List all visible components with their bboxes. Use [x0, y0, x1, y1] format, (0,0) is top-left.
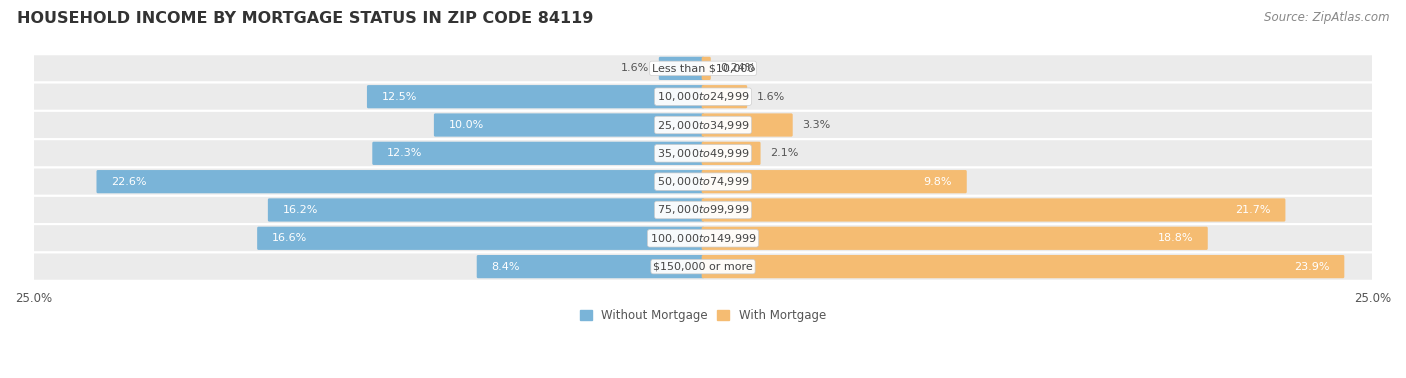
Text: 22.6%: 22.6%: [111, 177, 146, 187]
FancyBboxPatch shape: [702, 57, 711, 80]
Text: $100,000 to $149,999: $100,000 to $149,999: [650, 232, 756, 245]
Text: 1.6%: 1.6%: [756, 92, 785, 102]
Text: 21.7%: 21.7%: [1236, 205, 1271, 215]
FancyBboxPatch shape: [477, 255, 704, 278]
Text: 0.24%: 0.24%: [720, 64, 755, 73]
Text: 2.1%: 2.1%: [770, 148, 799, 158]
Text: $50,000 to $74,999: $50,000 to $74,999: [657, 175, 749, 188]
Legend: Without Mortgage, With Mortgage: Without Mortgage, With Mortgage: [575, 304, 831, 327]
FancyBboxPatch shape: [702, 113, 793, 136]
FancyBboxPatch shape: [269, 198, 704, 222]
FancyBboxPatch shape: [702, 142, 761, 165]
Text: 10.0%: 10.0%: [449, 120, 484, 130]
Text: Less than $10,000: Less than $10,000: [652, 64, 754, 73]
FancyBboxPatch shape: [702, 198, 1285, 222]
Text: $35,000 to $49,999: $35,000 to $49,999: [657, 147, 749, 160]
FancyBboxPatch shape: [97, 170, 704, 193]
FancyBboxPatch shape: [367, 85, 704, 108]
Text: 3.3%: 3.3%: [801, 120, 831, 130]
FancyBboxPatch shape: [659, 57, 704, 80]
Text: 23.9%: 23.9%: [1294, 262, 1330, 272]
FancyBboxPatch shape: [31, 167, 1375, 196]
FancyBboxPatch shape: [31, 196, 1375, 224]
FancyBboxPatch shape: [31, 253, 1375, 281]
FancyBboxPatch shape: [31, 54, 1375, 82]
FancyBboxPatch shape: [702, 227, 1208, 250]
Text: 12.5%: 12.5%: [381, 92, 418, 102]
Text: 9.8%: 9.8%: [924, 177, 952, 187]
Text: 16.2%: 16.2%: [283, 205, 318, 215]
Text: $75,000 to $99,999: $75,000 to $99,999: [657, 203, 749, 217]
Text: 18.8%: 18.8%: [1157, 233, 1194, 243]
FancyBboxPatch shape: [702, 170, 967, 193]
Text: $150,000 or more: $150,000 or more: [654, 262, 752, 272]
Text: Source: ZipAtlas.com: Source: ZipAtlas.com: [1264, 11, 1389, 24]
FancyBboxPatch shape: [257, 227, 704, 250]
FancyBboxPatch shape: [434, 113, 704, 136]
Text: 1.6%: 1.6%: [621, 64, 650, 73]
FancyBboxPatch shape: [702, 255, 1344, 278]
FancyBboxPatch shape: [31, 224, 1375, 253]
Text: $10,000 to $24,999: $10,000 to $24,999: [657, 90, 749, 103]
Text: 12.3%: 12.3%: [387, 148, 422, 158]
Text: 8.4%: 8.4%: [492, 262, 520, 272]
FancyBboxPatch shape: [31, 139, 1375, 167]
FancyBboxPatch shape: [702, 85, 747, 108]
FancyBboxPatch shape: [31, 82, 1375, 111]
Text: HOUSEHOLD INCOME BY MORTGAGE STATUS IN ZIP CODE 84119: HOUSEHOLD INCOME BY MORTGAGE STATUS IN Z…: [17, 11, 593, 26]
FancyBboxPatch shape: [373, 142, 704, 165]
Text: $25,000 to $34,999: $25,000 to $34,999: [657, 119, 749, 132]
FancyBboxPatch shape: [31, 111, 1375, 139]
Text: 16.6%: 16.6%: [271, 233, 307, 243]
